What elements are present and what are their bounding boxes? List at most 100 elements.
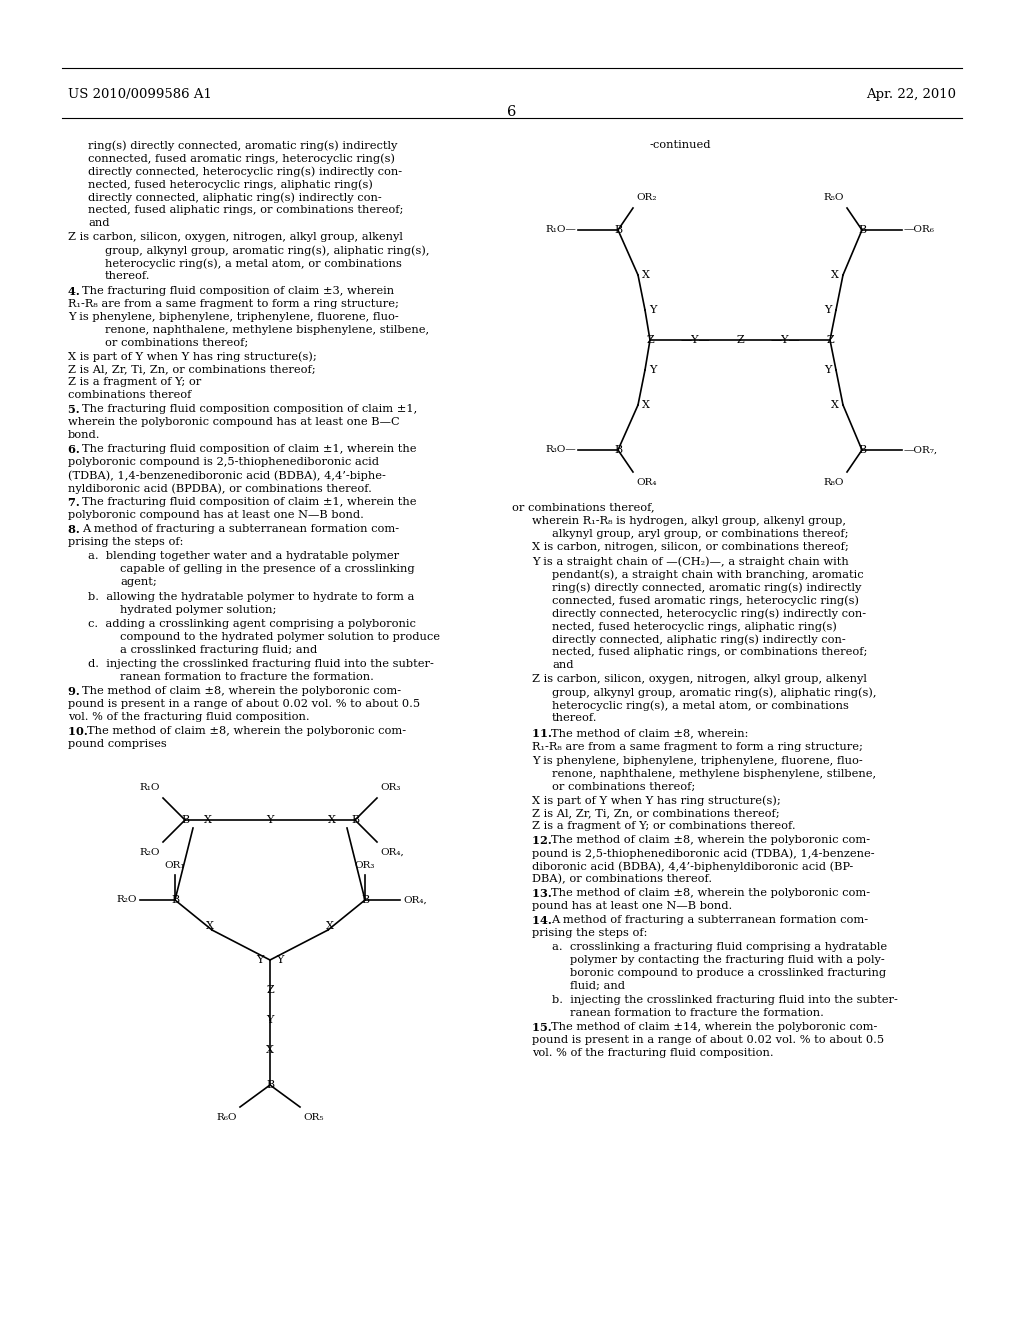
Text: OR₄,: OR₄, (380, 847, 403, 857)
Text: The method of claim ±8, wherein the polyboronic com-: The method of claim ±8, wherein the poly… (551, 836, 870, 845)
Text: The method of claim ±8, wherein:: The method of claim ±8, wherein: (551, 729, 749, 738)
Text: ranean formation to fracture the formation.: ranean formation to fracture the formati… (120, 672, 374, 682)
Text: and: and (88, 218, 110, 228)
Text: Z is carbon, silicon, oxygen, nitrogen, alkyl group, alkenyl: Z is carbon, silicon, oxygen, nitrogen, … (532, 675, 867, 684)
Text: combinations thereof: combinations thereof (68, 389, 191, 400)
Text: B: B (614, 445, 622, 455)
Text: X: X (642, 271, 650, 280)
Text: X is part of Y when Y has ring structure(s);: X is part of Y when Y has ring structure… (532, 795, 780, 805)
Text: 8.: 8. (68, 524, 84, 535)
Text: —OR₇,: —OR₇, (904, 446, 938, 454)
Text: thereof.: thereof. (552, 713, 597, 723)
Text: connected, fused aromatic rings, heterocyclic ring(s): connected, fused aromatic rings, heteroc… (552, 595, 859, 606)
Text: group, alkynyl group, aromatic ring(s), aliphatic ring(s),: group, alkynyl group, aromatic ring(s), … (105, 246, 429, 256)
Text: c.  adding a crosslinking agent comprising a polyboronic: c. adding a crosslinking agent comprisin… (88, 619, 416, 630)
Text: Y is a straight chain of —(CH₂)—, a straight chain with: Y is a straight chain of —(CH₂)—, a stra… (532, 556, 849, 566)
Text: alkynyl group, aryl group, or combinations thereof;: alkynyl group, aryl group, or combinatio… (552, 529, 849, 539)
Text: B: B (181, 814, 189, 825)
Text: R₅O: R₅O (823, 193, 844, 202)
Text: capable of gelling in the presence of a crosslinking: capable of gelling in the presence of a … (120, 564, 415, 574)
Text: R₁O—: R₁O— (545, 226, 575, 235)
Text: Y: Y (276, 954, 284, 965)
Text: Y: Y (649, 366, 656, 375)
Text: Y: Y (266, 814, 273, 825)
Text: DBA), or combinations thereof.: DBA), or combinations thereof. (532, 874, 712, 884)
Text: a.  blending together water and a hydratable polymer: a. blending together water and a hydrata… (88, 550, 399, 561)
Text: vol. % of the fracturing fluid composition.: vol. % of the fracturing fluid compositi… (68, 711, 309, 722)
Text: ring(s) directly connected, aromatic ring(s) indirectly: ring(s) directly connected, aromatic rin… (88, 140, 397, 150)
Text: and: and (552, 660, 573, 671)
Text: X: X (642, 400, 650, 411)
Text: R₃O—: R₃O— (545, 446, 575, 454)
Text: boronic compound to produce a crosslinked fracturing: boronic compound to produce a crosslinke… (570, 968, 886, 978)
Text: nected, fused aliphatic rings, or combinations thereof;: nected, fused aliphatic rings, or combin… (88, 205, 403, 215)
Text: A method of fracturing a subterranean formation com-: A method of fracturing a subterranean fo… (82, 524, 399, 535)
Text: pound is present in a range of about 0.02 vol. % to about 0.5: pound is present in a range of about 0.0… (68, 700, 420, 709)
Text: The fracturing fluid composition of claim ±3, wherein: The fracturing fluid composition of clai… (82, 286, 394, 296)
Text: Z: Z (646, 335, 653, 345)
Text: X: X (204, 814, 212, 825)
Text: OR₂: OR₂ (636, 193, 656, 202)
Text: R₂O: R₂O (117, 895, 137, 904)
Text: The fracturing fluid composition of claim ±1, wherein the: The fracturing fluid composition of clai… (82, 444, 417, 454)
Text: a crosslinked fracturing fluid; and: a crosslinked fracturing fluid; and (120, 645, 317, 655)
Text: nyldiboronic acid (BPDBA), or combinations thereof.: nyldiboronic acid (BPDBA), or combinatio… (68, 483, 372, 494)
Text: B: B (171, 895, 179, 906)
Text: polyboronic compound is 2,5-thiophenediboronic acid: polyboronic compound is 2,5-thiophenedib… (68, 457, 379, 467)
Text: polymer by contacting the fracturing fluid with a poly-: polymer by contacting the fracturing flu… (570, 954, 885, 965)
Text: X: X (328, 814, 336, 825)
Text: prising the steps of:: prising the steps of: (68, 537, 183, 546)
Text: 9.: 9. (68, 686, 84, 697)
Text: X: X (831, 400, 839, 411)
Text: (TDBA), 1,4-benzenediboronic acid (BDBA), 4,4’-biphe-: (TDBA), 1,4-benzenediboronic acid (BDBA)… (68, 470, 386, 480)
Text: renone, naphthalene, methylene bisphenylene, stilbene,: renone, naphthalene, methylene bisphenyl… (552, 770, 877, 779)
Text: Apr. 22, 2010: Apr. 22, 2010 (866, 88, 956, 102)
Text: X: X (831, 271, 839, 280)
Text: b.  allowing the hydratable polymer to hydrate to form a: b. allowing the hydratable polymer to hy… (88, 591, 415, 602)
Text: agent;: agent; (120, 577, 157, 587)
Text: renone, naphthalene, methylene bisphenylene, stilbene,: renone, naphthalene, methylene bisphenyl… (105, 325, 429, 335)
Text: OR₄,: OR₄, (403, 895, 427, 904)
Text: B: B (266, 1080, 274, 1090)
Text: directly connected, heterocyclic ring(s) indirectly con-: directly connected, heterocyclic ring(s)… (552, 609, 866, 619)
Text: compound to the hydrated polymer solution to produce: compound to the hydrated polymer solutio… (120, 632, 440, 642)
Text: Y: Y (649, 305, 656, 315)
Text: wherein R₁-R₈ is hydrogen, alkyl group, alkenyl group,: wherein R₁-R₈ is hydrogen, alkyl group, … (532, 516, 846, 525)
Text: nected, fused heterocyclic rings, aliphatic ring(s): nected, fused heterocyclic rings, alipha… (88, 180, 373, 190)
Text: d.  injecting the crosslinked fracturing fluid into the subter-: d. injecting the crosslinked fracturing … (88, 659, 434, 669)
Text: X is carbon, nitrogen, silicon, or combinations thereof;: X is carbon, nitrogen, silicon, or combi… (532, 543, 849, 552)
Text: OR₅: OR₅ (303, 1113, 324, 1122)
Text: Z is Al, Zr, Ti, Zn, or combinations thereof;: Z is Al, Zr, Ti, Zn, or combinations the… (68, 364, 315, 374)
Text: or combinations thereof;: or combinations thereof; (552, 781, 695, 792)
Text: pound has at least one N—B bond.: pound has at least one N—B bond. (532, 902, 732, 911)
Text: group, alkynyl group, aromatic ring(s), aliphatic ring(s),: group, alkynyl group, aromatic ring(s), … (552, 686, 877, 697)
Text: The method of claim ±14, wherein the polyboronic com-: The method of claim ±14, wherein the pol… (551, 1022, 878, 1032)
Text: 10.: 10. (68, 726, 92, 737)
Text: 6: 6 (507, 106, 517, 119)
Text: —Y—: —Y— (770, 335, 800, 345)
Text: 7.: 7. (68, 498, 84, 508)
Text: bond.: bond. (68, 430, 100, 440)
Text: B: B (351, 814, 359, 825)
Text: Z: Z (266, 985, 273, 995)
Text: Z is carbon, silicon, oxygen, nitrogen, alkyl group, alkenyl: Z is carbon, silicon, oxygen, nitrogen, … (68, 232, 402, 242)
Text: diboronic acid (BDBA), 4,4’-biphenyldiboronic acid (BP-: diboronic acid (BDBA), 4,4’-biphenyldibo… (532, 861, 853, 871)
Text: polyboronic compound has at least one N—B bond.: polyboronic compound has at least one N—… (68, 510, 364, 520)
Text: OR₄: OR₄ (636, 478, 656, 487)
Text: R₈O: R₈O (823, 478, 844, 487)
Text: directly connected, aliphatic ring(s) indirectly con-: directly connected, aliphatic ring(s) in… (552, 634, 846, 644)
Text: Y is phenylene, biphenylene, triphenylene, fluorene, fluo-: Y is phenylene, biphenylene, triphenylen… (532, 756, 863, 766)
Text: pendant(s), a straight chain with branching, aromatic: pendant(s), a straight chain with branch… (552, 569, 863, 579)
Text: prising the steps of:: prising the steps of: (532, 928, 647, 939)
Text: nected, fused heterocyclic rings, aliphatic ring(s): nected, fused heterocyclic rings, alipha… (552, 620, 837, 631)
Text: -continued: -continued (649, 140, 711, 150)
Text: Z: Z (736, 335, 743, 345)
Text: Z is a fragment of Y; or: Z is a fragment of Y; or (68, 378, 202, 387)
Text: OR₃: OR₃ (380, 783, 400, 792)
Text: connected, fused aromatic rings, heterocyclic ring(s): connected, fused aromatic rings, heteroc… (88, 153, 395, 164)
Text: thereof.: thereof. (105, 271, 151, 281)
Text: R₆O: R₆O (216, 1113, 237, 1122)
Text: ranean formation to fracture the formation.: ranean formation to fracture the formati… (570, 1008, 824, 1018)
Text: directly connected, aliphatic ring(s) indirectly con-: directly connected, aliphatic ring(s) in… (88, 191, 382, 202)
Text: A method of fracturing a subterranean formation com-: A method of fracturing a subterranean fo… (551, 915, 868, 925)
